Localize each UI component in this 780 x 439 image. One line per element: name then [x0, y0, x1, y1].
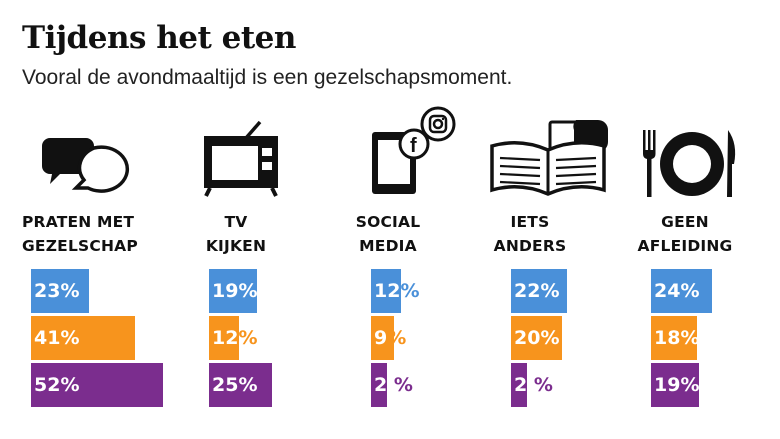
bar [209, 363, 273, 407]
bar-value-label: 25% [212, 374, 258, 396]
chart-subtitle: Vooral de avondmaaltijd is een gezelscha… [22, 66, 513, 89]
bar-value-label: 19% [654, 374, 700, 396]
bar [511, 363, 527, 407]
bar [209, 269, 258, 313]
bar-value-label: 20% [514, 327, 560, 349]
chart-title: Tijdens het eten [22, 20, 296, 56]
category-label: IETS ANDERS [493, 213, 567, 255]
category-label: PRATEN MET GEZELSCHAP [22, 213, 138, 255]
bar [651, 269, 712, 313]
bar [31, 363, 163, 407]
bar [371, 316, 394, 360]
bar-value-label: 18% [654, 327, 700, 349]
bar-value-label: 12% [212, 327, 258, 349]
plate-cutlery-icon [643, 130, 736, 197]
bar-value-label: 12% [374, 280, 420, 302]
bar-value-label: 9% [374, 327, 407, 349]
bar-value-label: 52% [34, 374, 80, 396]
category-label: TV KIJKEN [205, 213, 267, 255]
bar-value-label: 2 % [374, 374, 413, 396]
bar-value-label: 41% [34, 327, 80, 349]
bar-value-label: 2 % [514, 374, 553, 396]
bar [511, 316, 562, 360]
book-tablet-icon [490, 120, 608, 196]
bar-value-label: 22% [514, 280, 560, 302]
bar-value-label: 24% [654, 280, 700, 302]
tablet-social-media-icon: f [372, 106, 456, 194]
bar [371, 269, 402, 313]
bar [209, 316, 240, 360]
bar [31, 269, 90, 313]
tv-icon [204, 120, 278, 197]
bar [651, 316, 697, 360]
category-label: SOCIAL MEDIA [355, 213, 421, 255]
svg-text:f: f [410, 135, 417, 157]
category-label: GEEN AFLEIDING [637, 213, 733, 255]
chat-bubbles-icon [42, 138, 130, 193]
bar [31, 316, 135, 360]
bar-value-label: 19% [212, 280, 258, 302]
bar [371, 363, 387, 407]
bar-value-label: 23% [34, 280, 80, 302]
bar [651, 363, 700, 407]
bar [511, 269, 567, 313]
